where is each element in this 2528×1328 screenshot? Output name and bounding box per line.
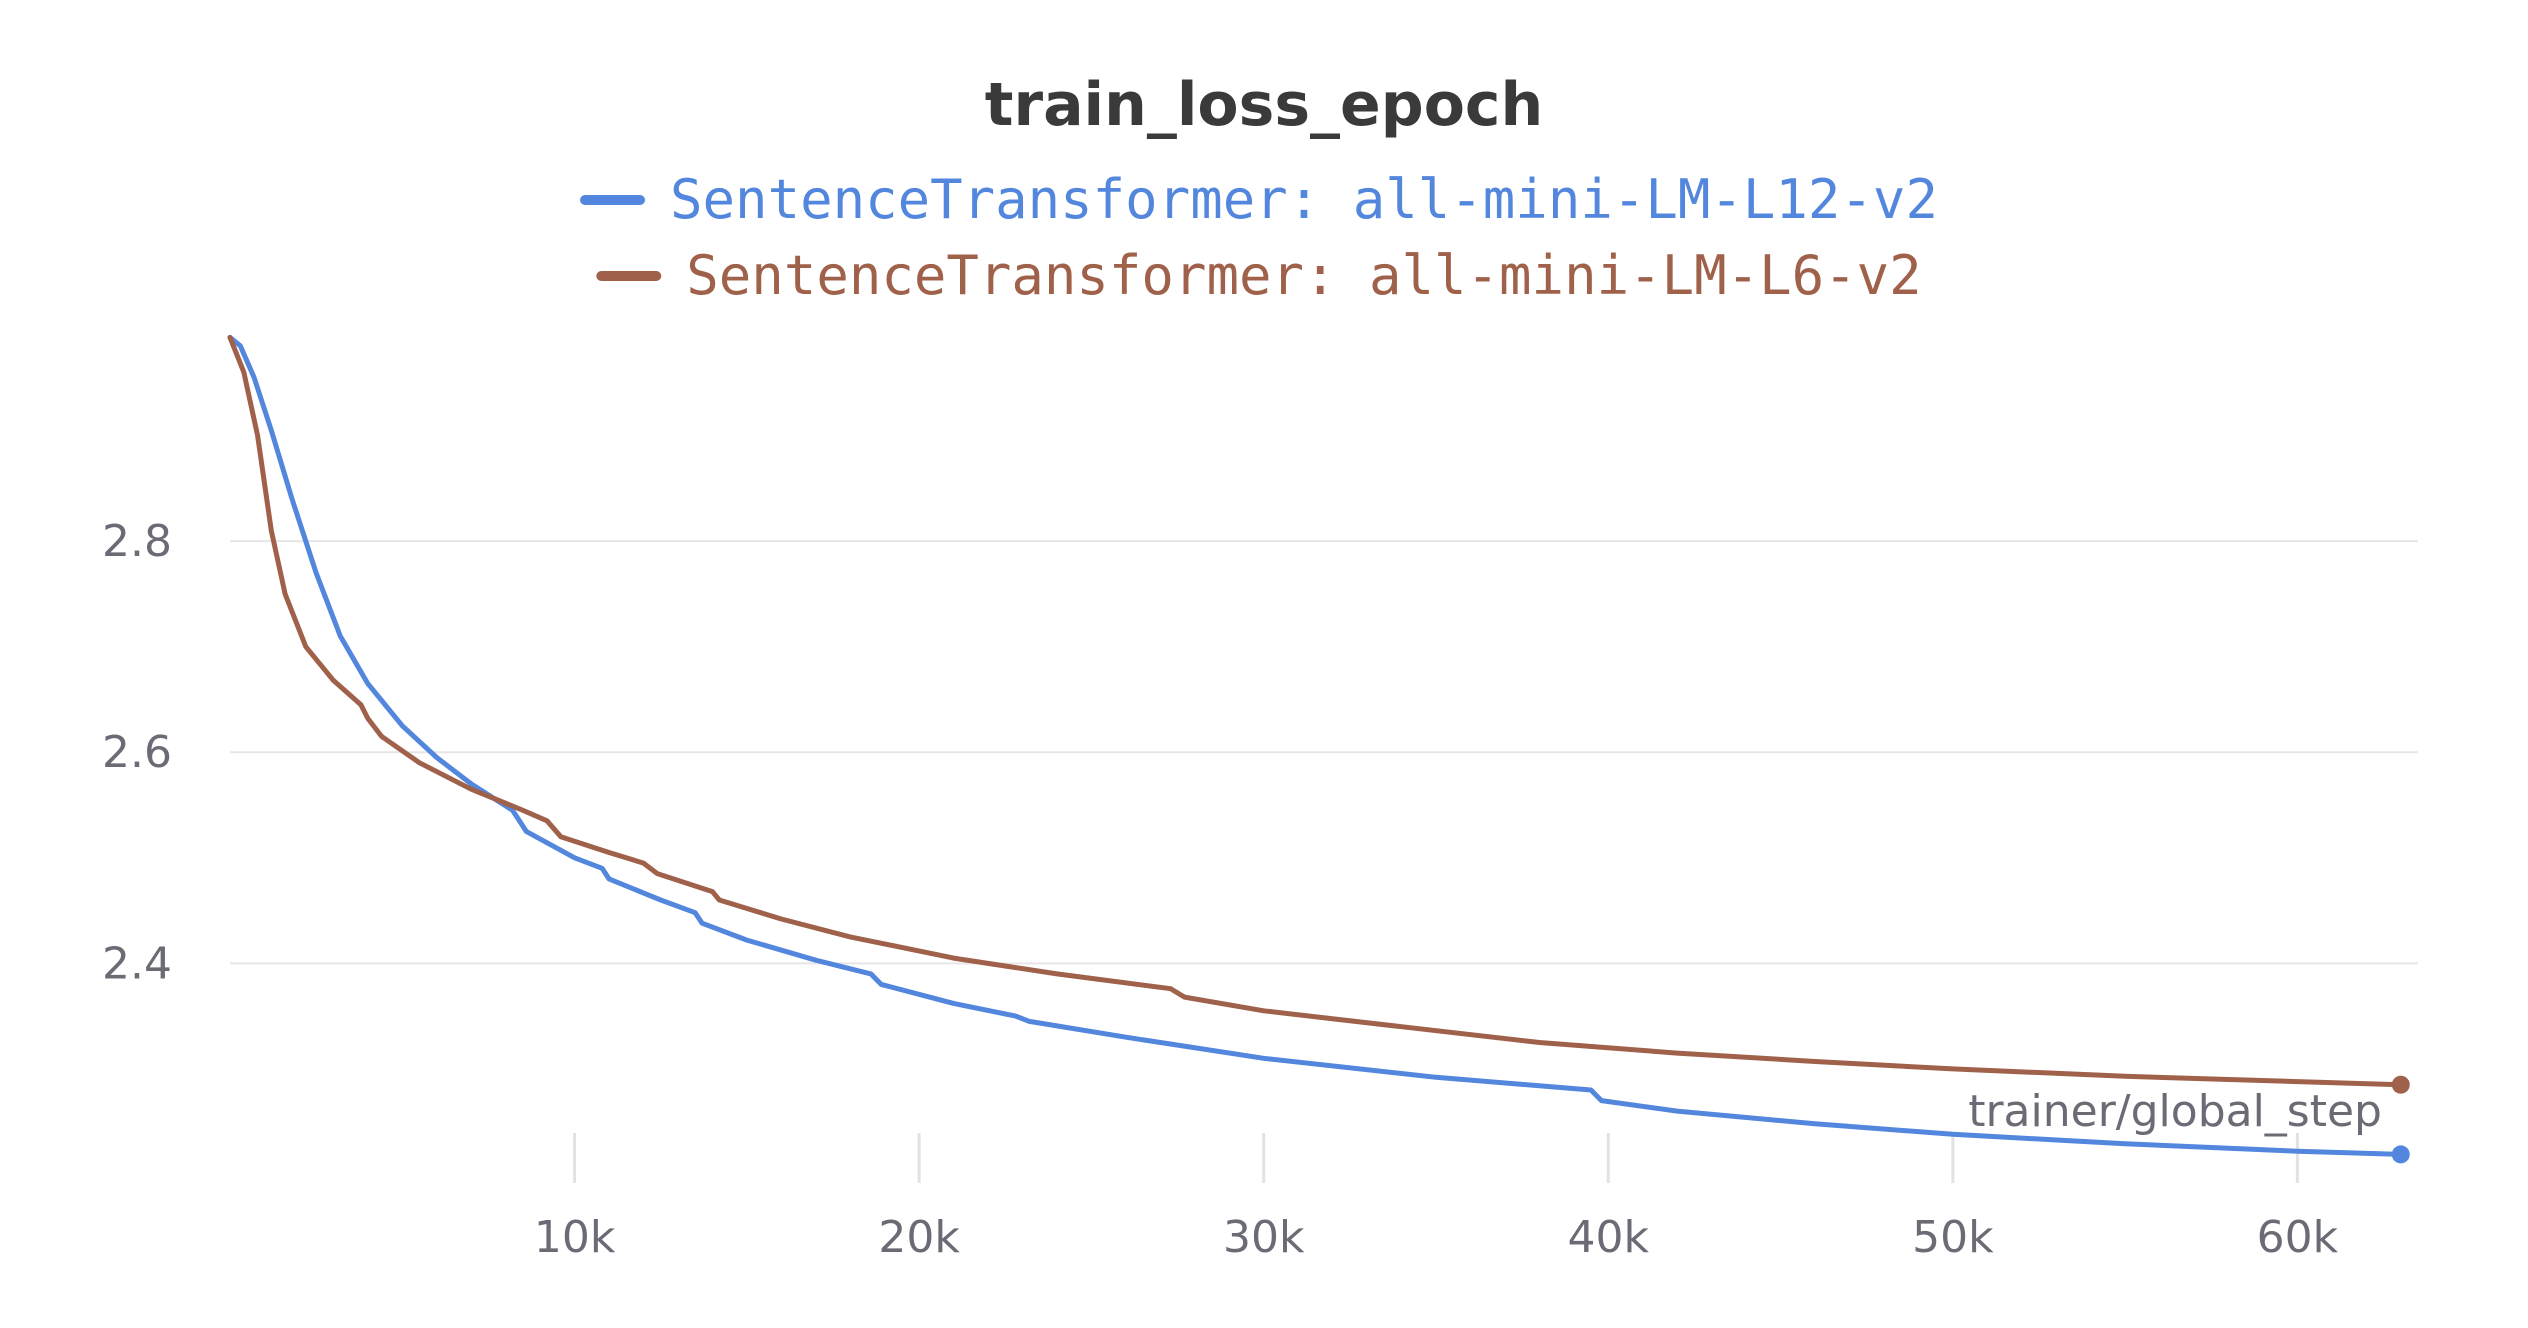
y-axis-ticks: 2.4 2.6 2.8 <box>102 516 172 989</box>
series-line <box>227 334 2404 1157</box>
x-axis-label: trainer/global_step <box>1968 1086 2382 1137</box>
x-tick-label: 40k <box>1568 1212 1650 1263</box>
x-axis-ticks: 10k 20k 30k 40k 50k 60k <box>534 1133 2339 1263</box>
legend-entry: SentenceTransformer: all-mini-LM-L12-v2 <box>580 168 1938 231</box>
x-tick-label: 10k <box>534 1212 616 1263</box>
legend-label: SentenceTransformer: all-mini-LM-L6-v2 <box>686 244 1921 307</box>
series-lines <box>227 334 2404 1157</box>
series-endpoints <box>2391 1075 2410 1164</box>
chart-title: train_loss_epoch <box>985 70 1543 140</box>
y-tick-label: 2.6 <box>102 727 172 778</box>
gridlines <box>230 540 2418 965</box>
x-tick-label: 30k <box>1223 1212 1305 1263</box>
y-tick-label: 2.4 <box>102 938 172 989</box>
legend-label: SentenceTransformer: all-mini-LM-L12-v2 <box>670 168 1938 231</box>
series-endpoint-dot <box>2391 1075 2410 1094</box>
chart-legend: SentenceTransformer: all-mini-LM-L12-v2 S… <box>580 168 1938 307</box>
x-tick-label: 60k <box>2257 1212 2339 1263</box>
series-line <box>227 334 2404 1088</box>
legend-entry: SentenceTransformer: all-mini-LM-L6-v2 <box>596 244 1922 307</box>
x-tick-label: 20k <box>878 1212 960 1263</box>
x-tick-label: 50k <box>1912 1212 1994 1263</box>
series-endpoint-dot <box>2391 1145 2410 1164</box>
y-tick-label: 2.8 <box>102 516 172 567</box>
